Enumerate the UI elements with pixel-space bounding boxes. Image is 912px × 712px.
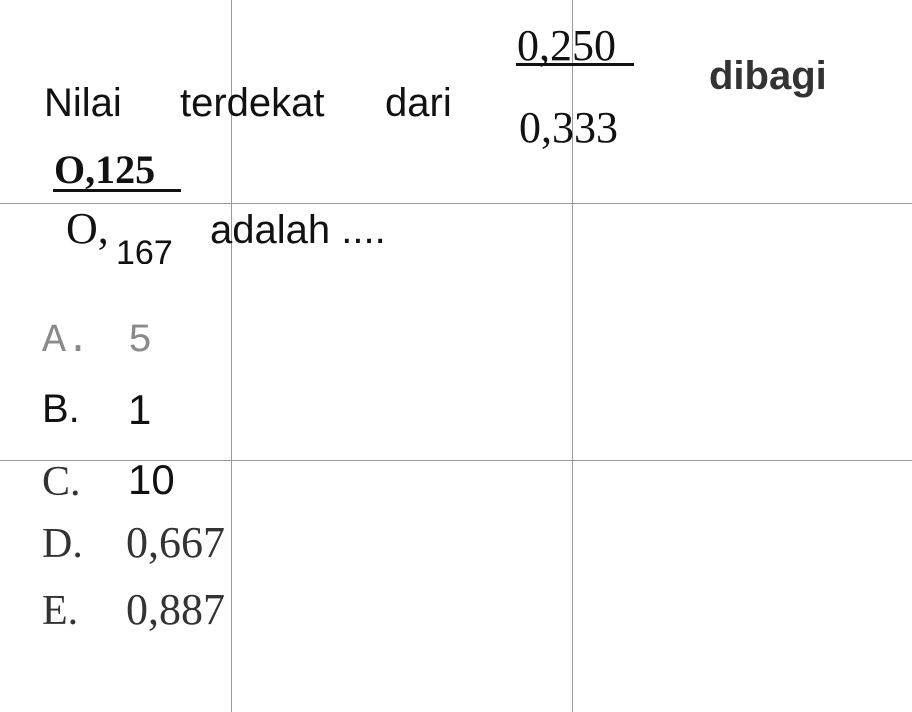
option-d-value: 0,667 <box>126 518 225 567</box>
option-e-value: 0,887 <box>126 585 225 634</box>
question-word-nilai: Nilai <box>44 81 122 125</box>
fraction2-denominator-prefix: O, <box>66 204 109 253</box>
option-b-value: 1 <box>128 386 152 433</box>
grid-line-horizontal <box>0 203 912 204</box>
grid-line-vertical <box>572 0 573 712</box>
grid-line-horizontal <box>0 460 912 461</box>
question-word-adalah: adalah .... <box>210 208 386 252</box>
option-b-letter: B. <box>42 387 80 431</box>
option-e-letter: E. <box>42 588 79 634</box>
question-word-dibagi: dibagi <box>709 54 827 98</box>
fraction2-denominator-subscript: 167 <box>116 236 173 264</box>
fraction1-numerator: 0,250 <box>517 21 616 70</box>
option-c-value: 10 <box>128 456 175 503</box>
fraction1-denominator: 0,333 <box>519 103 618 152</box>
option-c-letter: C. <box>42 459 81 505</box>
option-d-letter: D. <box>42 521 83 567</box>
fraction2-numerator: O,125 <box>54 150 155 190</box>
option-a-letter: A. <box>42 319 91 364</box>
option-a-value: 5 <box>128 319 153 364</box>
question-word-dari: dari <box>385 81 452 125</box>
grid-line-vertical <box>231 0 232 712</box>
fraction2-bar <box>53 189 181 192</box>
question-word-terdekat: terdekat <box>180 81 325 125</box>
fraction1-bar <box>516 63 634 66</box>
fraction2-numerator-text: O,125 <box>54 147 156 192</box>
